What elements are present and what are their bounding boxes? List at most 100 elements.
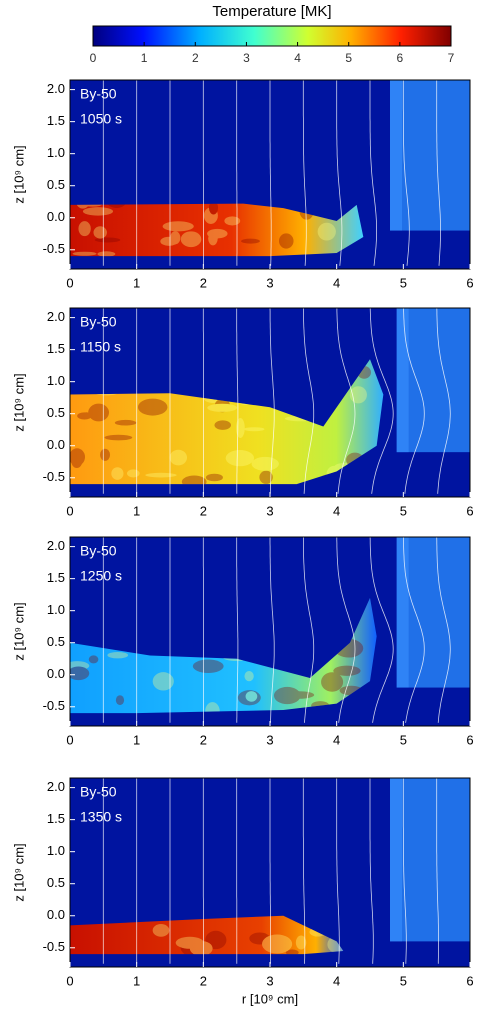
hot-plasma [70, 915, 344, 955]
field-line [302, 80, 307, 266]
streak [77, 412, 92, 420]
streak [93, 226, 107, 239]
corona-block [396, 537, 470, 688]
x-tick-label: 2 [200, 503, 207, 518]
streak [104, 434, 133, 441]
field-line [336, 778, 340, 964]
streak [349, 386, 367, 404]
streak [97, 251, 116, 257]
y-tick-label: 0.5 [47, 875, 65, 890]
streak [224, 216, 241, 226]
field-line [436, 308, 451, 494]
field-line [369, 308, 394, 494]
field-line [369, 80, 377, 266]
y-tick-label: 0.5 [47, 177, 65, 192]
y-tick-label: 2.0 [47, 309, 65, 324]
panel-image [70, 80, 470, 269]
streak [245, 691, 258, 702]
panel-label: By-50 [80, 543, 117, 559]
streak [71, 452, 83, 469]
y-axis-label: z [10⁹ cm] [11, 843, 26, 901]
field-line [303, 308, 315, 494]
field-line [303, 537, 315, 723]
streak [70, 666, 90, 681]
streak [107, 203, 126, 208]
y-tick-label: 1.0 [47, 145, 65, 160]
streak [169, 449, 188, 466]
corona-edge [396, 308, 409, 453]
streak [162, 221, 194, 232]
field-line [236, 537, 239, 723]
y-tick-label: -0.5 [43, 939, 65, 954]
colorbar-tick-label: 4 [294, 51, 301, 65]
streak [175, 936, 204, 949]
streak [284, 691, 315, 699]
x-tick-label: 4 [333, 732, 340, 747]
x-tick-label: 3 [266, 732, 273, 747]
streak [237, 690, 261, 706]
x-tick-label: 3 [266, 973, 273, 988]
y-tick-label: 2.0 [47, 779, 65, 794]
streak [137, 398, 168, 416]
panel-image [70, 537, 470, 726]
streak [225, 450, 255, 467]
y-tick-label: -0.5 [43, 698, 65, 713]
y-axis-label: z [10⁹ cm] [11, 373, 26, 431]
x-tick-label: 6 [466, 275, 473, 290]
field-line [336, 308, 356, 494]
streak [82, 207, 114, 216]
streak [160, 236, 178, 246]
panel-image [70, 308, 470, 497]
x-tick-label: 2 [200, 732, 207, 747]
hot-plasma [70, 597, 377, 714]
x-tick-label: 4 [333, 275, 340, 290]
streak [285, 949, 299, 955]
field-line [402, 778, 407, 964]
streak [70, 448, 86, 466]
field-line [402, 80, 410, 266]
y-tick-label: 0.5 [47, 405, 65, 420]
streak [205, 702, 220, 714]
field-line [269, 778, 271, 964]
y-tick-label: 1.5 [47, 811, 65, 826]
x-tick-label: 1 [133, 973, 140, 988]
streak [115, 695, 125, 706]
field-line [269, 80, 272, 266]
y-tick-label: 2.0 [47, 81, 65, 96]
field-line [269, 537, 275, 723]
y-tick-label: 0.0 [47, 209, 65, 224]
streak [278, 233, 294, 249]
x-tick-label: 5 [400, 503, 407, 518]
streak [72, 251, 97, 256]
field-line [236, 308, 239, 494]
y-tick-label: 1.0 [47, 373, 65, 388]
field-line [436, 80, 442, 266]
x-tick-label: 1 [133, 503, 140, 518]
streak [111, 467, 124, 480]
streak [235, 417, 245, 438]
colorbar-tick-label: 5 [345, 51, 352, 65]
y-axis-label: z [10⁹ cm] [11, 145, 26, 203]
streak [273, 686, 301, 705]
streak [203, 207, 218, 224]
y-tick-label: 1.5 [47, 341, 65, 356]
field-line [336, 537, 356, 723]
streak [241, 238, 260, 244]
panel: By-50 1350 s 0 1 2 3 4 5 6 -0.5 0.0 0.5 1.0 1.5 2.0 z [… [11, 777, 474, 1006]
streak [180, 231, 202, 248]
x-tick-label: 5 [400, 275, 407, 290]
streak [259, 470, 273, 484]
panel-time: 1150 s [80, 339, 121, 355]
streak [114, 419, 137, 426]
streak [244, 671, 254, 682]
streak [208, 203, 219, 215]
x-tick-label: 0 [66, 275, 73, 290]
streak [295, 935, 307, 950]
panel-label: By-50 [80, 784, 117, 800]
streak [208, 231, 218, 246]
corona-edge [390, 80, 402, 231]
streak [243, 427, 265, 432]
x-tick-label: 3 [266, 275, 273, 290]
colorbar-tick-label: 0 [90, 51, 97, 65]
x-tick-label: 0 [66, 732, 73, 747]
